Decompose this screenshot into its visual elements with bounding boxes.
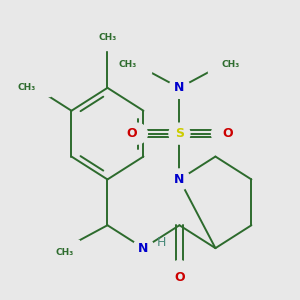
Text: O: O <box>222 127 232 140</box>
Text: H: H <box>157 236 166 249</box>
Bar <box>93 34 122 50</box>
Bar <box>50 240 79 256</box>
Text: CH₃: CH₃ <box>56 248 74 257</box>
Bar <box>208 57 236 73</box>
Text: S: S <box>175 127 184 140</box>
Text: O: O <box>126 127 137 140</box>
Text: CH₃: CH₃ <box>17 83 35 92</box>
Text: N: N <box>174 173 184 186</box>
Bar <box>21 80 50 96</box>
Text: CH₃: CH₃ <box>222 60 240 69</box>
Circle shape <box>169 261 190 281</box>
Bar <box>122 57 151 73</box>
Circle shape <box>126 123 147 144</box>
Text: N: N <box>138 242 148 255</box>
Text: N: N <box>174 81 184 94</box>
Circle shape <box>133 238 154 259</box>
Text: CH₃: CH₃ <box>119 60 137 69</box>
Text: CH₃: CH₃ <box>98 33 117 42</box>
Circle shape <box>169 169 190 190</box>
Circle shape <box>212 123 233 144</box>
Text: O: O <box>174 271 185 284</box>
Circle shape <box>169 123 190 144</box>
Circle shape <box>169 77 190 98</box>
